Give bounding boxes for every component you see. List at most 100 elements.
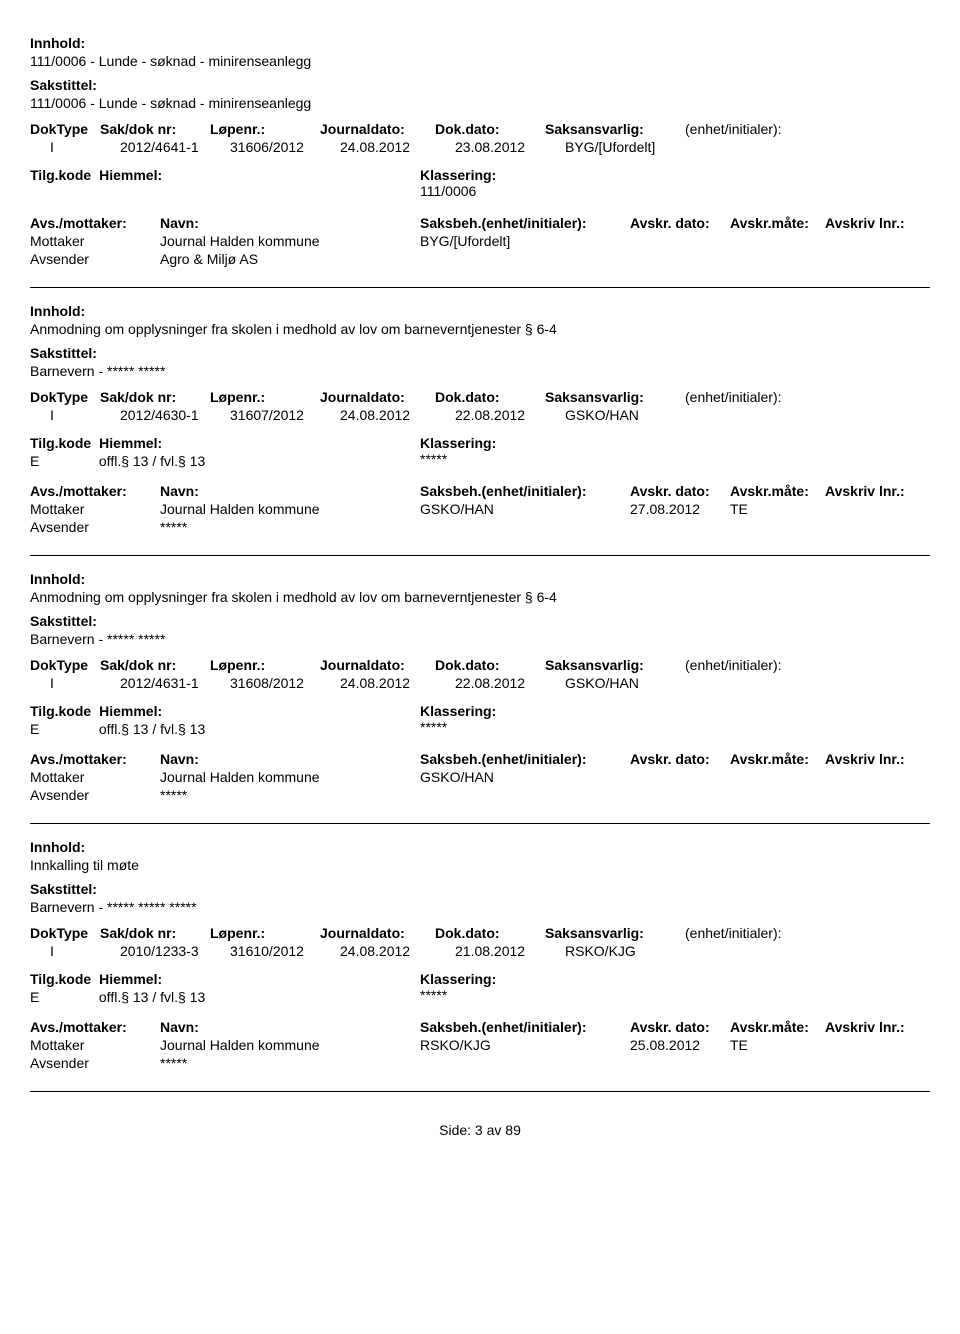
saksansvarlig-header: Saksansvarlig: xyxy=(545,657,685,673)
tilgkode-label: Tilg.kode xyxy=(30,971,91,987)
mottaker-navn: Journal Halden kommune xyxy=(160,233,420,249)
innhold-label: Innhold: xyxy=(30,303,930,319)
klassering-label: Klassering: xyxy=(420,435,496,451)
hjemmel-label: Hiemmel: xyxy=(99,703,162,719)
sakdoknr-value: 2010/1233-3 xyxy=(120,943,230,959)
dokdato-header: Dok.dato: xyxy=(435,925,545,941)
saksbeh-header: Saksbeh.(enhet/initialer): xyxy=(420,215,630,231)
enhet-header: (enhet/initialer): xyxy=(685,389,835,405)
avsender-label: Avsender xyxy=(30,1055,160,1071)
mottaker-avskrmate xyxy=(730,769,825,785)
avskrdato-header: Avskr. dato: xyxy=(630,483,730,499)
mottaker-avskrdato: 27.08.2012 xyxy=(630,501,730,517)
mottaker-avskrdato xyxy=(630,233,730,249)
dokdato-value: 21.08.2012 xyxy=(455,943,565,959)
saksbeh-header: Saksbeh.(enhet/initialer): xyxy=(420,1019,630,1035)
doktype-value: I xyxy=(30,943,120,959)
avskrivlnr-header: Avskriv lnr.: xyxy=(825,483,915,499)
innhold-label: Innhold: xyxy=(30,35,930,51)
mottaker-label: Mottaker xyxy=(30,501,160,517)
avskrmate-header: Avskr.måte: xyxy=(730,215,825,231)
sakstittel-label: Sakstittel: xyxy=(30,345,930,361)
mottaker-navn: Journal Halden kommune xyxy=(160,769,420,785)
mottaker-label: Mottaker xyxy=(30,233,160,249)
page-footer: Side: 3 av 89 xyxy=(30,1122,930,1138)
avsender-navn: ***** xyxy=(160,787,420,803)
tilgkode-value: E xyxy=(30,721,95,737)
innhold-label: Innhold: xyxy=(30,571,930,587)
klassering-label: Klassering: xyxy=(420,703,496,719)
sakstittel-label: Sakstittel: xyxy=(30,881,930,897)
sakdoknr-value: 2012/4631-1 xyxy=(120,675,230,691)
klassering-label: Klassering: xyxy=(420,167,496,183)
hjemmel-label: Hiemmel: xyxy=(99,167,162,183)
sakdoknr-value: 2012/4641-1 xyxy=(120,139,230,155)
lopenr-header: Løpenr.: xyxy=(210,121,320,137)
tilgkode-value: E xyxy=(30,989,95,1005)
hjemmel-value: offl.§ 13 / fvl.§ 13 xyxy=(99,721,205,737)
doktype-header: DokType xyxy=(30,925,100,941)
enhet-header: (enhet/initialer): xyxy=(685,121,835,137)
klassering-value: 111/0006 xyxy=(420,183,496,199)
sakstittel-text: Barnevern - ***** ***** xyxy=(30,631,930,647)
hjemmel-label: Hiemmel: xyxy=(99,435,162,451)
mottaker-avskrmate: TE xyxy=(730,501,825,517)
sakstittel-text: Barnevern - ***** ***** ***** xyxy=(30,899,930,915)
sakstittel-text: Barnevern - ***** ***** xyxy=(30,363,930,379)
avskrdato-header: Avskr. dato: xyxy=(630,1019,730,1035)
mottaker-avskrdato xyxy=(630,769,730,785)
avskrmate-header: Avskr.måte: xyxy=(730,1019,825,1035)
innhold-label: Innhold: xyxy=(30,839,930,855)
navn-header: Navn: xyxy=(160,215,420,231)
lopenr-header: Løpenr.: xyxy=(210,389,320,405)
mottaker-label: Mottaker xyxy=(30,769,160,785)
journal-entry: Innhold: Anmodning om opplysninger fra s… xyxy=(30,556,930,824)
sakdoknr-header: Sak/dok nr: xyxy=(100,121,210,137)
avsender-label: Avsender xyxy=(30,787,160,803)
journaldato-value: 24.08.2012 xyxy=(340,139,455,155)
tilgkode-label: Tilg.kode xyxy=(30,435,91,451)
sakdoknr-value: 2012/4630-1 xyxy=(120,407,230,423)
dokdato-header: Dok.dato: xyxy=(435,389,545,405)
avskrdato-header: Avskr. dato: xyxy=(630,751,730,767)
journal-entry: Innhold: Anmodning om opplysninger fra s… xyxy=(30,288,930,556)
avsender-label: Avsender xyxy=(30,251,160,267)
mottaker-navn: Journal Halden kommune xyxy=(160,501,420,517)
saksansvarlig-header: Saksansvarlig: xyxy=(545,389,685,405)
avskrivlnr-header: Avskriv lnr.: xyxy=(825,215,915,231)
tilgkode-label: Tilg.kode xyxy=(30,703,91,719)
avsmottaker-header: Avs./mottaker: xyxy=(30,1019,160,1035)
mottaker-avskrmate xyxy=(730,233,825,249)
doktype-value: I xyxy=(30,407,120,423)
avsmottaker-header: Avs./mottaker: xyxy=(30,215,160,231)
avskrdato-header: Avskr. dato: xyxy=(630,215,730,231)
saksansvarlig-header: Saksansvarlig: xyxy=(545,925,685,941)
saksbeh-header: Saksbeh.(enhet/initialer): xyxy=(420,483,630,499)
journaldato-header: Journaldato: xyxy=(320,389,435,405)
doktype-header: DokType xyxy=(30,121,100,137)
lopenr-header: Løpenr.: xyxy=(210,925,320,941)
journaldato-header: Journaldato: xyxy=(320,925,435,941)
innhold-text: 111/0006 - Lunde - søknad - minirenseanl… xyxy=(30,53,930,69)
saksansvarlig-header: Saksansvarlig: xyxy=(545,121,685,137)
sakstittel-label: Sakstittel: xyxy=(30,613,930,629)
klassering-label: Klassering: xyxy=(420,971,496,987)
journaldato-value: 24.08.2012 xyxy=(340,675,455,691)
sakdoknr-header: Sak/dok nr: xyxy=(100,389,210,405)
lopenr-value: 31607/2012 xyxy=(230,407,340,423)
klassering-value: ***** xyxy=(420,987,496,1003)
avsender-navn: Agro & Miljø AS xyxy=(160,251,420,267)
saksansvarlig-value: BYG/[Ufordelt] xyxy=(565,139,705,155)
enhet-header: (enhet/initialer): xyxy=(685,657,835,673)
journaldato-header: Journaldato: xyxy=(320,657,435,673)
saksansvarlig-value: GSKO/HAN xyxy=(565,675,705,691)
lopenr-value: 31608/2012 xyxy=(230,675,340,691)
sakstittel-text: 111/0006 - Lunde - søknad - minirenseanl… xyxy=(30,95,930,111)
avskrmate-header: Avskr.måte: xyxy=(730,483,825,499)
journal-entry: Innhold: Innkalling til møte Sakstittel:… xyxy=(30,824,930,1092)
mottaker-saksbeh: GSKO/HAN xyxy=(420,501,630,517)
navn-header: Navn: xyxy=(160,483,420,499)
sakdoknr-header: Sak/dok nr: xyxy=(100,925,210,941)
lopenr-header: Løpenr.: xyxy=(210,657,320,673)
doktype-header: DokType xyxy=(30,389,100,405)
